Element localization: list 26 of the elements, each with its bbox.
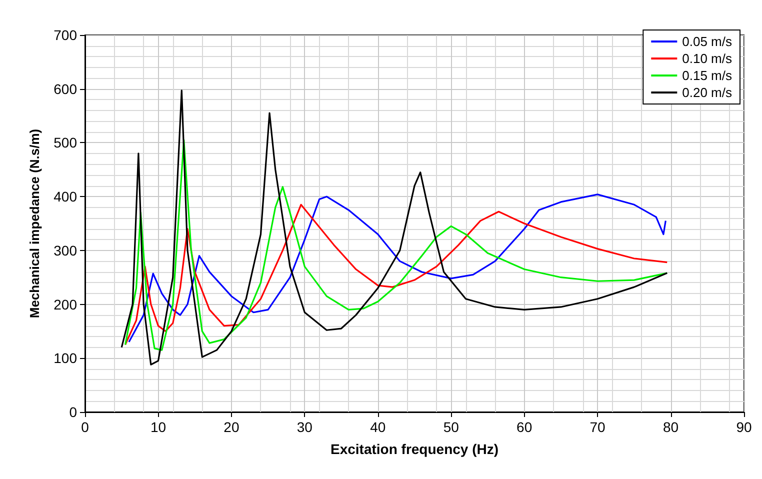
line-series	[124, 139, 668, 351]
y-tick-label: 600	[54, 80, 78, 97]
legend-label: 0.20 m/s	[682, 85, 732, 100]
x-tick-label: 10	[150, 419, 166, 435]
x-axis-title: Excitation frequency (Hz)	[330, 441, 499, 457]
x-tick-label: 30	[296, 419, 313, 435]
y-tick-label: 500	[54, 134, 78, 151]
x-tick-label: 40	[370, 419, 386, 435]
y-tick-label: 300	[54, 242, 78, 258]
y-tick-label: 400	[54, 188, 78, 205]
x-tick-label: 70	[590, 419, 606, 435]
y-tick-label: 0	[69, 404, 78, 420]
y-tick-label: 100	[54, 350, 78, 366]
y-tick-label: 200	[54, 296, 78, 312]
x-tick-label: 90	[736, 419, 752, 435]
y-tick-label: 700	[54, 27, 78, 43]
x-tick-label: 50	[443, 419, 460, 435]
y-axis-title: Mechanical impedance (N.s/m)	[27, 128, 42, 318]
legend-label: 0.05 m/s	[682, 34, 732, 49]
legend-label: 0.10 m/s	[682, 51, 732, 66]
x-tick-label: 60	[516, 419, 532, 435]
line-series	[120, 90, 668, 366]
legend-label: 0.15 m/s	[682, 68, 732, 83]
x-tick-label: 0	[81, 419, 90, 435]
x-tick-label: 80	[662, 419, 679, 435]
x-tick-label: 20	[224, 419, 240, 435]
